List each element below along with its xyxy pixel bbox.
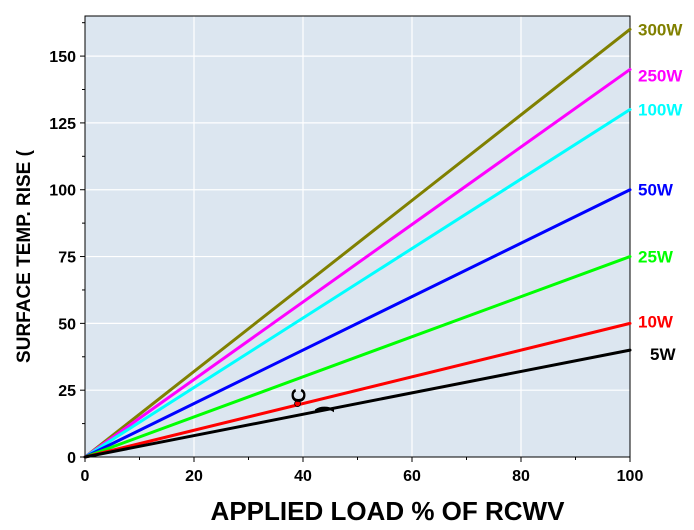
annotation-text: ): [313, 406, 335, 413]
y-tick-label: 150: [49, 49, 76, 66]
series-label-250W: 250W: [638, 66, 683, 85]
series-label-50W: 50W: [638, 181, 674, 200]
x-tick-label: 60: [403, 468, 421, 485]
plot-area: [85, 16, 630, 457]
series-label-100W: 100W: [638, 101, 683, 120]
annotations: C): [289, 388, 336, 412]
series-line-10W: [83, 321, 632, 459]
ticks: 0 20 40 60 80 100 0 25 50 75 100 125 150: [49, 22, 644, 485]
series-line-50W: [83, 188, 632, 459]
x-tick-label: 0: [81, 468, 90, 485]
x-tick-label: 80: [512, 468, 530, 485]
series-line-25W: [83, 255, 632, 459]
series-line-250W: [83, 67, 632, 459]
x-tick-label: 20: [185, 468, 203, 485]
y-tick-label: 125: [49, 116, 76, 133]
series-label-10W: 10W: [638, 312, 674, 331]
series-label-300W: 300W: [638, 20, 683, 39]
series-line-5W: [83, 348, 632, 459]
series-label-5W: 5W: [650, 345, 676, 364]
y-axis-label: SURFACE TEMP. RISE (: [14, 149, 35, 363]
y-tick-label: 50: [58, 316, 76, 333]
series-line-300W: [83, 27, 632, 459]
y-tick-label: 25: [58, 383, 76, 400]
point-marker: [294, 400, 301, 407]
x-tick-label: 100: [617, 468, 644, 485]
x-axis-label: APPLIED LOAD % OF RCWV: [211, 496, 566, 525]
series-labels: 300W 250W 100W 50W 25W 10W 5W: [638, 20, 683, 364]
x-tick-label: 40: [294, 468, 312, 485]
annotation-text: C: [289, 388, 311, 402]
series-label-25W: 25W: [638, 248, 674, 267]
series-line-100W: [83, 108, 632, 459]
series: [83, 27, 632, 459]
y-tick-label: 0: [67, 450, 76, 467]
y-tick-label: 100: [49, 183, 76, 200]
y-tick-label: 75: [58, 250, 76, 267]
